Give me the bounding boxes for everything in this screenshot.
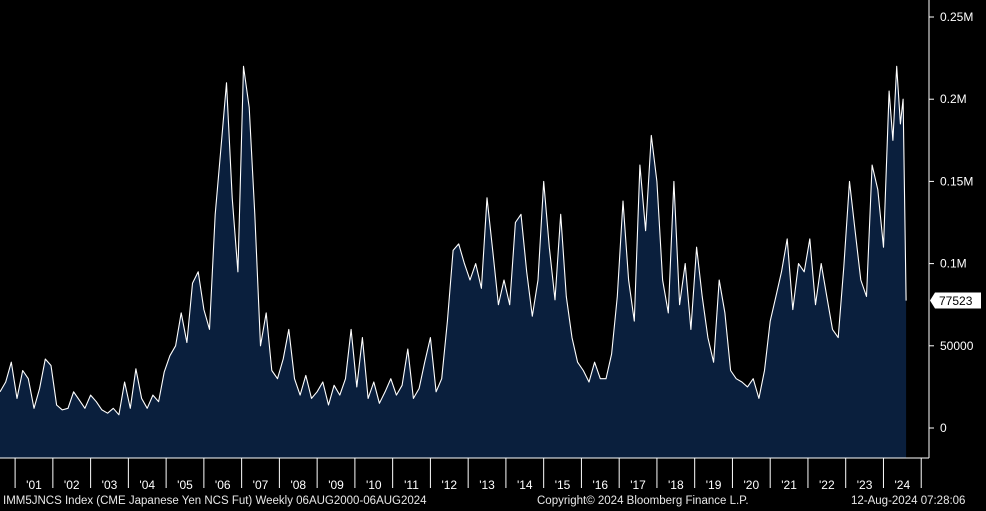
series-line [0,65,907,416]
x-tick-label: '09 [328,478,344,492]
last-value-marker [930,292,981,309]
x-tick-label: '19 [706,478,722,492]
x-tick-label: '21 [781,478,797,492]
x-tick-label: '16 [592,478,608,492]
series-area [0,66,907,459]
last-value-label: 77523 [939,294,973,308]
x-tick-label: '20 [743,478,759,492]
x-tick-label: '05 [177,478,193,492]
x-tick-label: '04 [139,478,155,492]
footer-timestamp: 12-Aug-2024 07:28:06 [851,495,966,507]
chart-svg: 0.25M 0.2M 0.15M 0.1M 50000 0 '01 '02 '03 '04 '05 '… [0,0,981,492]
x-tick-label: '14 [517,478,533,492]
x-tick-label: '13 [479,478,495,492]
y-tick-label: 0.1M [940,257,967,271]
x-tick-label: '10 [366,478,382,492]
footer-security-label: IMM5JNCS Index (CME Japanese Yen NCS Fut… [3,495,427,507]
tick-layer: 0.25M 0.2M 0.15M 0.1M 50000 0 '01 '02 '03 '04 '05 '… [14,10,974,492]
x-tick-label: '08 [290,478,306,492]
footer-copyright: Copyright© 2024 Bloomberg Finance L.P. [537,495,749,507]
x-tick-label: '02 [64,478,80,492]
x-tick-label: '03 [102,478,118,492]
marker-layer: 77523 [930,292,981,309]
x-tick-label: '15 [555,478,571,492]
area-layer [0,65,907,459]
y-tick-label: 0.15M [940,174,973,188]
y-tick-label: 50000 [940,339,974,353]
y-tick-label: 0 [940,421,947,435]
y-tick-label: 0.25M [940,10,973,24]
footer-bar: IMM5JNCS Index (CME Japanese Yen NCS Fut… [0,493,986,511]
x-tick-label: '07 [253,478,269,492]
x-tick-label: '24 [895,478,911,492]
x-tick-label: '01 [26,478,42,492]
x-tick-label: '22 [819,478,835,492]
x-tick-label: '12 [441,478,457,492]
x-tick-label: '18 [668,478,684,492]
x-tick-label: '23 [857,478,873,492]
x-tick-label: '11 [404,478,419,492]
y-tick-label: 0.2M [940,92,967,106]
x-tick-label: '06 [215,478,231,492]
x-tick-label: '17 [630,478,646,492]
axis-layer [0,0,930,459]
